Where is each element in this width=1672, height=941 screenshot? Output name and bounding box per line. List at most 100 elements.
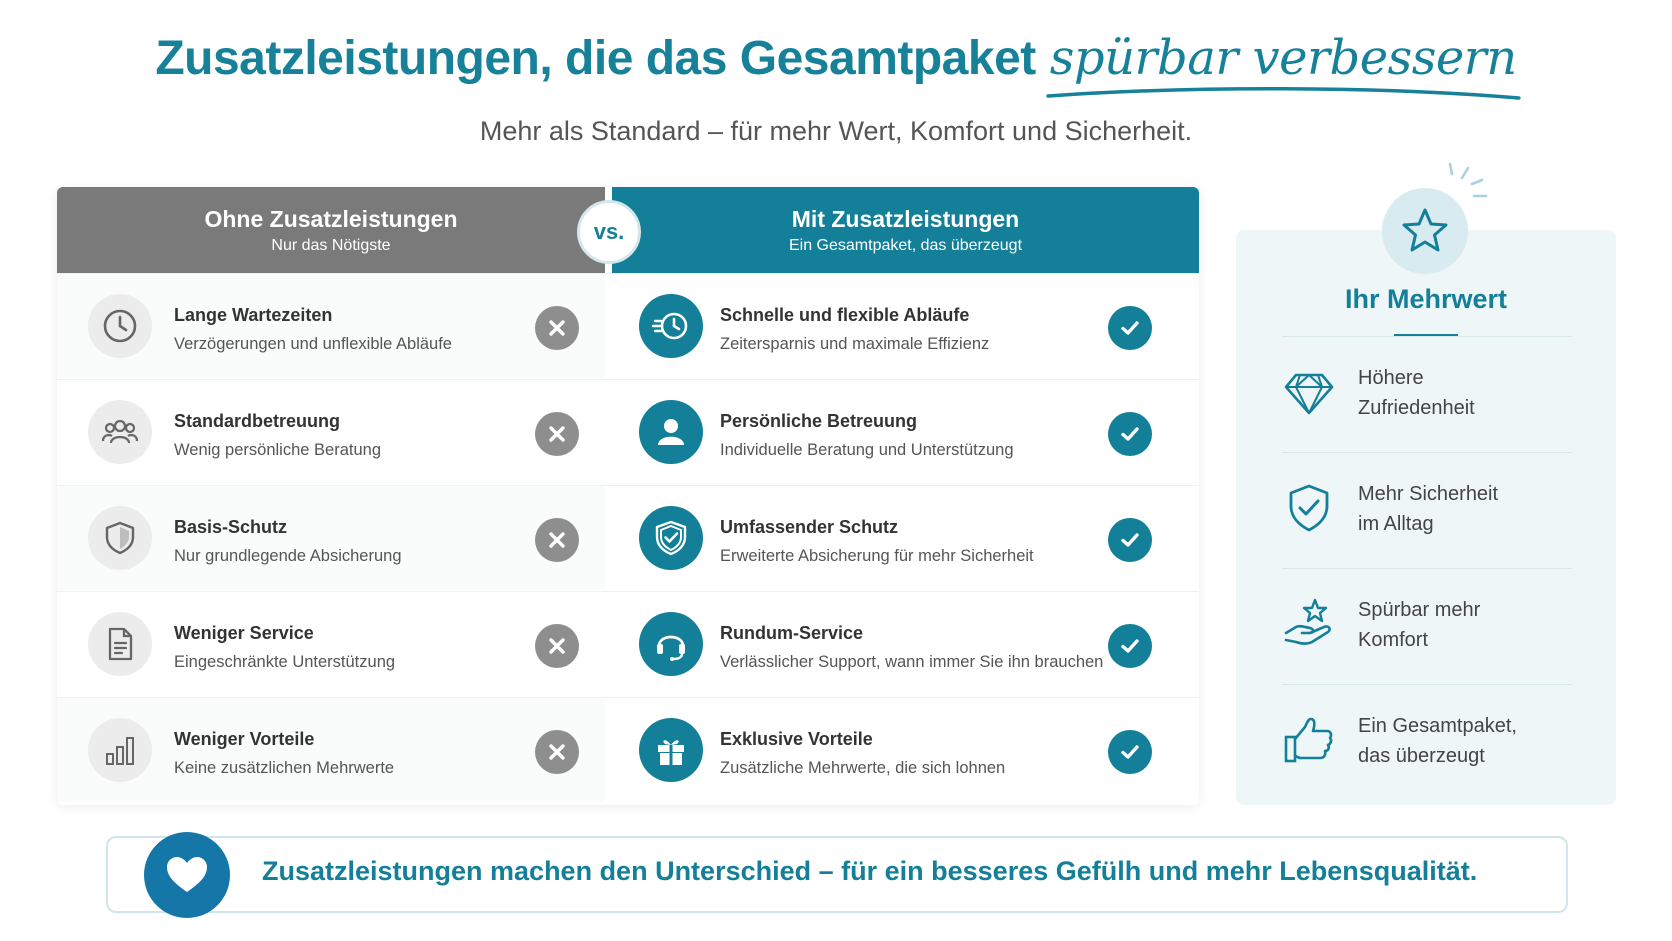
row-title: Schnelle und flexible Abläufe [720,305,970,325]
value-line-1: Höhere [1358,367,1424,389]
check-icon [1108,306,1152,350]
row-text: Weniger Vorteile Keine zusätzlichen Mehr… [174,729,394,778]
row-with: Exklusive Vorteile Zusätzliche Mehrwerte… [612,698,1199,802]
row-text: Standardbetreuung Wenig persönliche Bera… [174,411,381,460]
value-panel [1236,230,1616,805]
subtitle: Mehr als Standard – für mehr Wert, Komfo… [479,116,1193,146]
row-subtitle: Verzögerungen und unflexible Abläufe [174,335,452,353]
row-without: Basis-Schutz Nur grundlegende Absicherun… [57,486,605,590]
value-line-2: Zufriedenheit [1358,397,1475,419]
heart-badge [144,832,230,918]
gift-icon [639,718,703,782]
row-subtitle: Keine zusätzlichen Mehrwerte [174,759,395,777]
headline: Zusatzleistungen, die das Gesamtpaket spü… [0,30,1672,100]
row-with: Persönliche Betreuung Individuelle Berat… [612,380,1199,484]
value-line-2: im Alltag [1358,513,1434,535]
row-title: Umfassender Schutz [720,517,899,537]
row-title: Standardbetreuung [174,411,341,431]
title-underline [1394,334,1458,337]
value-item: Spürbar mehr Komfort [1282,568,1572,680]
row-title: Lange Wartezeiten [174,305,333,325]
table-row: Weniger Vorteile Keine zusätzlichen Mehr… [57,697,1199,802]
row-subtitle: Wenig persönliche Beratung [174,441,381,459]
row-without: Standardbetreuung Wenig persönliche Bera… [57,380,605,484]
column-subtitle: Nur das Nötigste [271,236,391,254]
cross-icon [535,730,579,774]
thumbs-up-icon [1284,717,1333,763]
value-item-label: Spürbar mehr Komfort [1358,595,1568,655]
column-title: Mit Zusatzleistungen [791,205,1020,232]
cross-icon [535,624,579,668]
column-header-without: Ohne Zusatzleistungen Nur das Nötigste [57,187,605,273]
row-text: Lange Wartezeiten Verzögerungen und unfl… [174,305,452,354]
underline-swoosh-icon [1046,86,1521,100]
row-text: Persönliche Betreuung Individuelle Berat… [720,411,1014,460]
row-text: Schnelle und flexible Abläufe Zeiterspar… [720,305,989,354]
value-line-1: Spürbar mehr [1358,599,1481,621]
row-subtitle: Nur grundlegende Absicherung [174,547,402,565]
value-item-label: Höhere Zufriedenheit [1358,363,1568,423]
title-main: Zusatzleistungen, die das Gesamtpaket [155,32,1036,85]
row-subtitle: Zusätzliche Mehrwerte, die sich lohnen [720,759,1006,777]
hand-star-icon [1284,598,1331,645]
value-item-label: Mehr Sicherheit im Alltag [1358,479,1568,539]
shield-check-icon [639,506,703,570]
value-item-label: Ein Gesamtpaket, das überzeugt [1358,711,1568,771]
sparkle-icon [1448,162,1488,198]
row-title: Rundum-Service [720,623,864,643]
check-icon [1108,412,1152,456]
headset-icon [639,612,703,676]
document-icon [88,612,152,676]
group-icon [88,400,152,464]
row-title: Weniger Service [174,623,314,643]
rows: Lange Wartezeiten Verzögerungen und unfl… [57,273,1199,805]
table-row: Lange Wartezeiten Verzögerungen und unfl… [57,273,1199,378]
value-item: Mehr Sicherheit im Alltag [1282,452,1572,564]
row-subtitle: Individuelle Beratung und Unterstützung [720,441,1014,459]
row-title: Exklusive Vorteile [720,729,873,749]
row-title: Weniger Vorteile [174,729,315,749]
row-text: Umfassender Schutz Erweiterte Absicherun… [720,517,1034,566]
row-subtitle: Verlässlicher Support, wann immer Sie ih… [720,653,1104,671]
check-icon [1108,730,1152,774]
row-with: Rundum-Service Verlässlicher Support, wa… [612,592,1199,696]
row-with: Schnelle und flexible Abläufe Zeiterspar… [612,274,1199,378]
value-item: Ein Gesamtpaket, das überzeugt [1282,684,1572,796]
star-badge [1382,188,1468,274]
row-subtitle: Zeitersparnis und maximale Effizienz [720,335,990,353]
clock-icon [88,294,152,358]
shield-check-icon [1289,484,1329,532]
value-line-2: das überzeugt [1358,745,1485,767]
row-without: Weniger Vorteile Keine zusätzlichen Mehr… [57,698,605,802]
row-text: Weniger Service Eingeschränkte Unterstüt… [174,623,395,672]
value-item: Höhere Zufriedenheit [1282,336,1572,448]
row-text: Basis-Schutz Nur grundlegende Absicherun… [174,517,402,566]
row-subtitle: Erweiterte Absicherung für mehr Sicherhe… [720,547,1034,565]
row-with: Umfassender Schutz Erweiterte Absicherun… [612,486,1199,590]
column-title: Ohne Zusatzleistungen [204,205,458,232]
page-title: Zusatzleistungen, die das Gesamtpaket spü… [155,30,1521,100]
check-icon [1108,624,1152,668]
table-row: Weniger Service Eingeschränkte Unterstüt… [57,591,1199,696]
cross-icon [535,412,579,456]
bar-chart-icon [88,718,152,782]
vs-badge: vs. [577,200,641,264]
table-row: Basis-Schutz Nur grundlegende Absicherun… [57,485,1199,590]
title-accent-text: spürbar verbessern [1049,30,1517,86]
check-icon [1108,518,1152,562]
row-without: Lange Wartezeiten Verzögerungen und unfl… [57,274,605,378]
value-line-2: Komfort [1358,629,1429,651]
heart-icon [167,857,207,892]
bottom-banner [106,836,1568,913]
person-icon [639,400,703,464]
diamond-icon [1284,373,1334,415]
table-row: Standardbetreuung Wenig persönliche Bera… [57,379,1199,484]
value-panel-title: Ihr Mehrwert [1344,284,1508,314]
column-subtitle: Ein Gesamtpaket, das überzeugt [788,236,1023,254]
row-without: Weniger Service Eingeschränkte Unterstüt… [57,592,605,696]
value-line-1: Ein Gesamtpaket, [1358,715,1517,737]
star-icon [1402,208,1448,252]
cross-icon [535,306,579,350]
fast-clock-icon [639,294,703,358]
row-text: Rundum-Service Verlässlicher Support, wa… [720,623,1103,672]
